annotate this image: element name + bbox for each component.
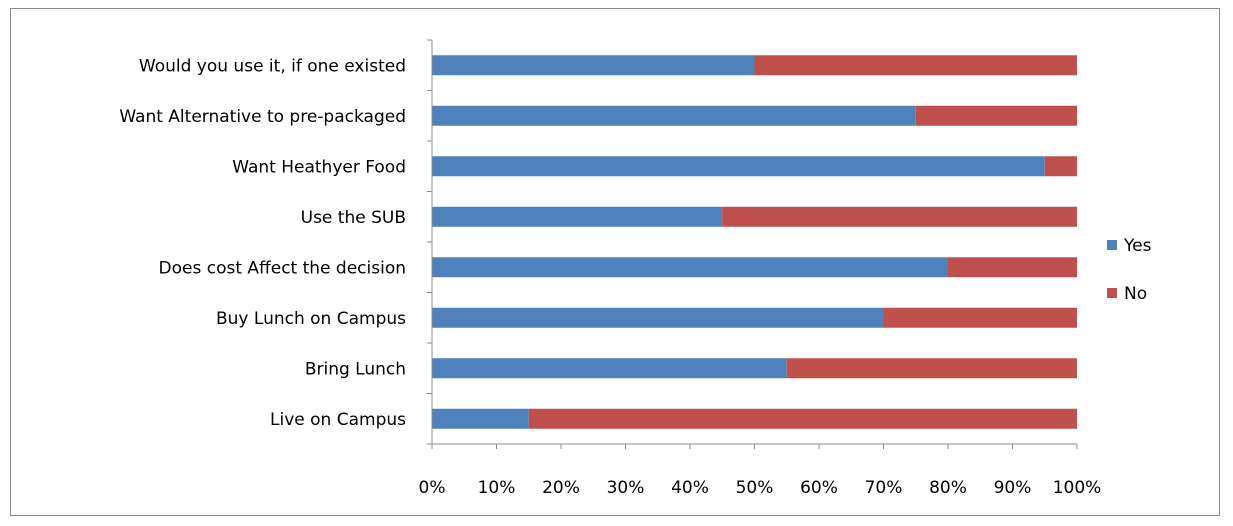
stacked-bar-chart: Would you use it, if one existed Want Alt… [119,39,1152,498]
category-label: Would you use it, if one existed [139,56,406,76]
bar-yes-5 [432,307,884,328]
x-tick-label: 50% [736,478,774,498]
axes-layer [427,39,1078,449]
category-label: Bring Lunch [305,359,406,379]
category-label: Does cost Affect the decision [159,258,406,278]
x-tick-label: 80% [929,478,967,498]
bar-yes-0 [432,55,755,76]
category-label: Use the SUB [301,208,406,228]
bar-no-6 [786,358,1077,379]
x-tick-label: 60% [800,478,838,498]
chart-frame: Would you use it, if one existed Want Alt… [10,8,1220,516]
bar-no-1 [915,105,1077,126]
bar-no-4 [948,257,1077,278]
legend-swatch-yes [1107,240,1117,250]
bar-yes-3 [432,206,723,227]
category-label: Buy Lunch on Campus [216,309,406,329]
bars-layer [432,55,1077,429]
legend-label-no: No [1124,284,1147,304]
bar-no-0 [754,55,1077,76]
x-tick-label: 10% [478,478,516,498]
x-tick-label: 70% [865,478,903,498]
category-labels: Would you use it, if one existed Want Alt… [119,56,406,430]
bar-yes-6 [432,358,787,379]
bar-yes-4 [432,257,948,278]
bar-yes-2 [432,156,1045,177]
legend-swatch-no [1107,288,1117,298]
category-label: Want Heathyer Food [232,157,406,177]
x-tick-label: 20% [542,478,580,498]
legend: Yes No [1107,236,1152,304]
category-label: Live on Campus [270,410,406,430]
bar-no-7 [528,408,1077,429]
bar-no-5 [883,307,1077,328]
x-tick-labels: 0% 10% 20% 30% 40% 50% 60% 70% 80% 90% 100% [419,478,1102,498]
x-tick-label: 90% [994,478,1032,498]
bar-yes-1 [432,105,916,126]
legend-label-yes: Yes [1123,236,1152,256]
bar-no-3 [722,206,1077,227]
x-tick-label: 30% [607,478,645,498]
x-tick-label: 0% [419,478,446,498]
category-label: Want Alternative to pre-packaged [119,107,406,127]
bar-no-2 [1044,156,1077,177]
x-tick-label: 40% [671,478,709,498]
x-tick-label: 100% [1053,478,1102,498]
bar-yes-7 [432,408,529,429]
